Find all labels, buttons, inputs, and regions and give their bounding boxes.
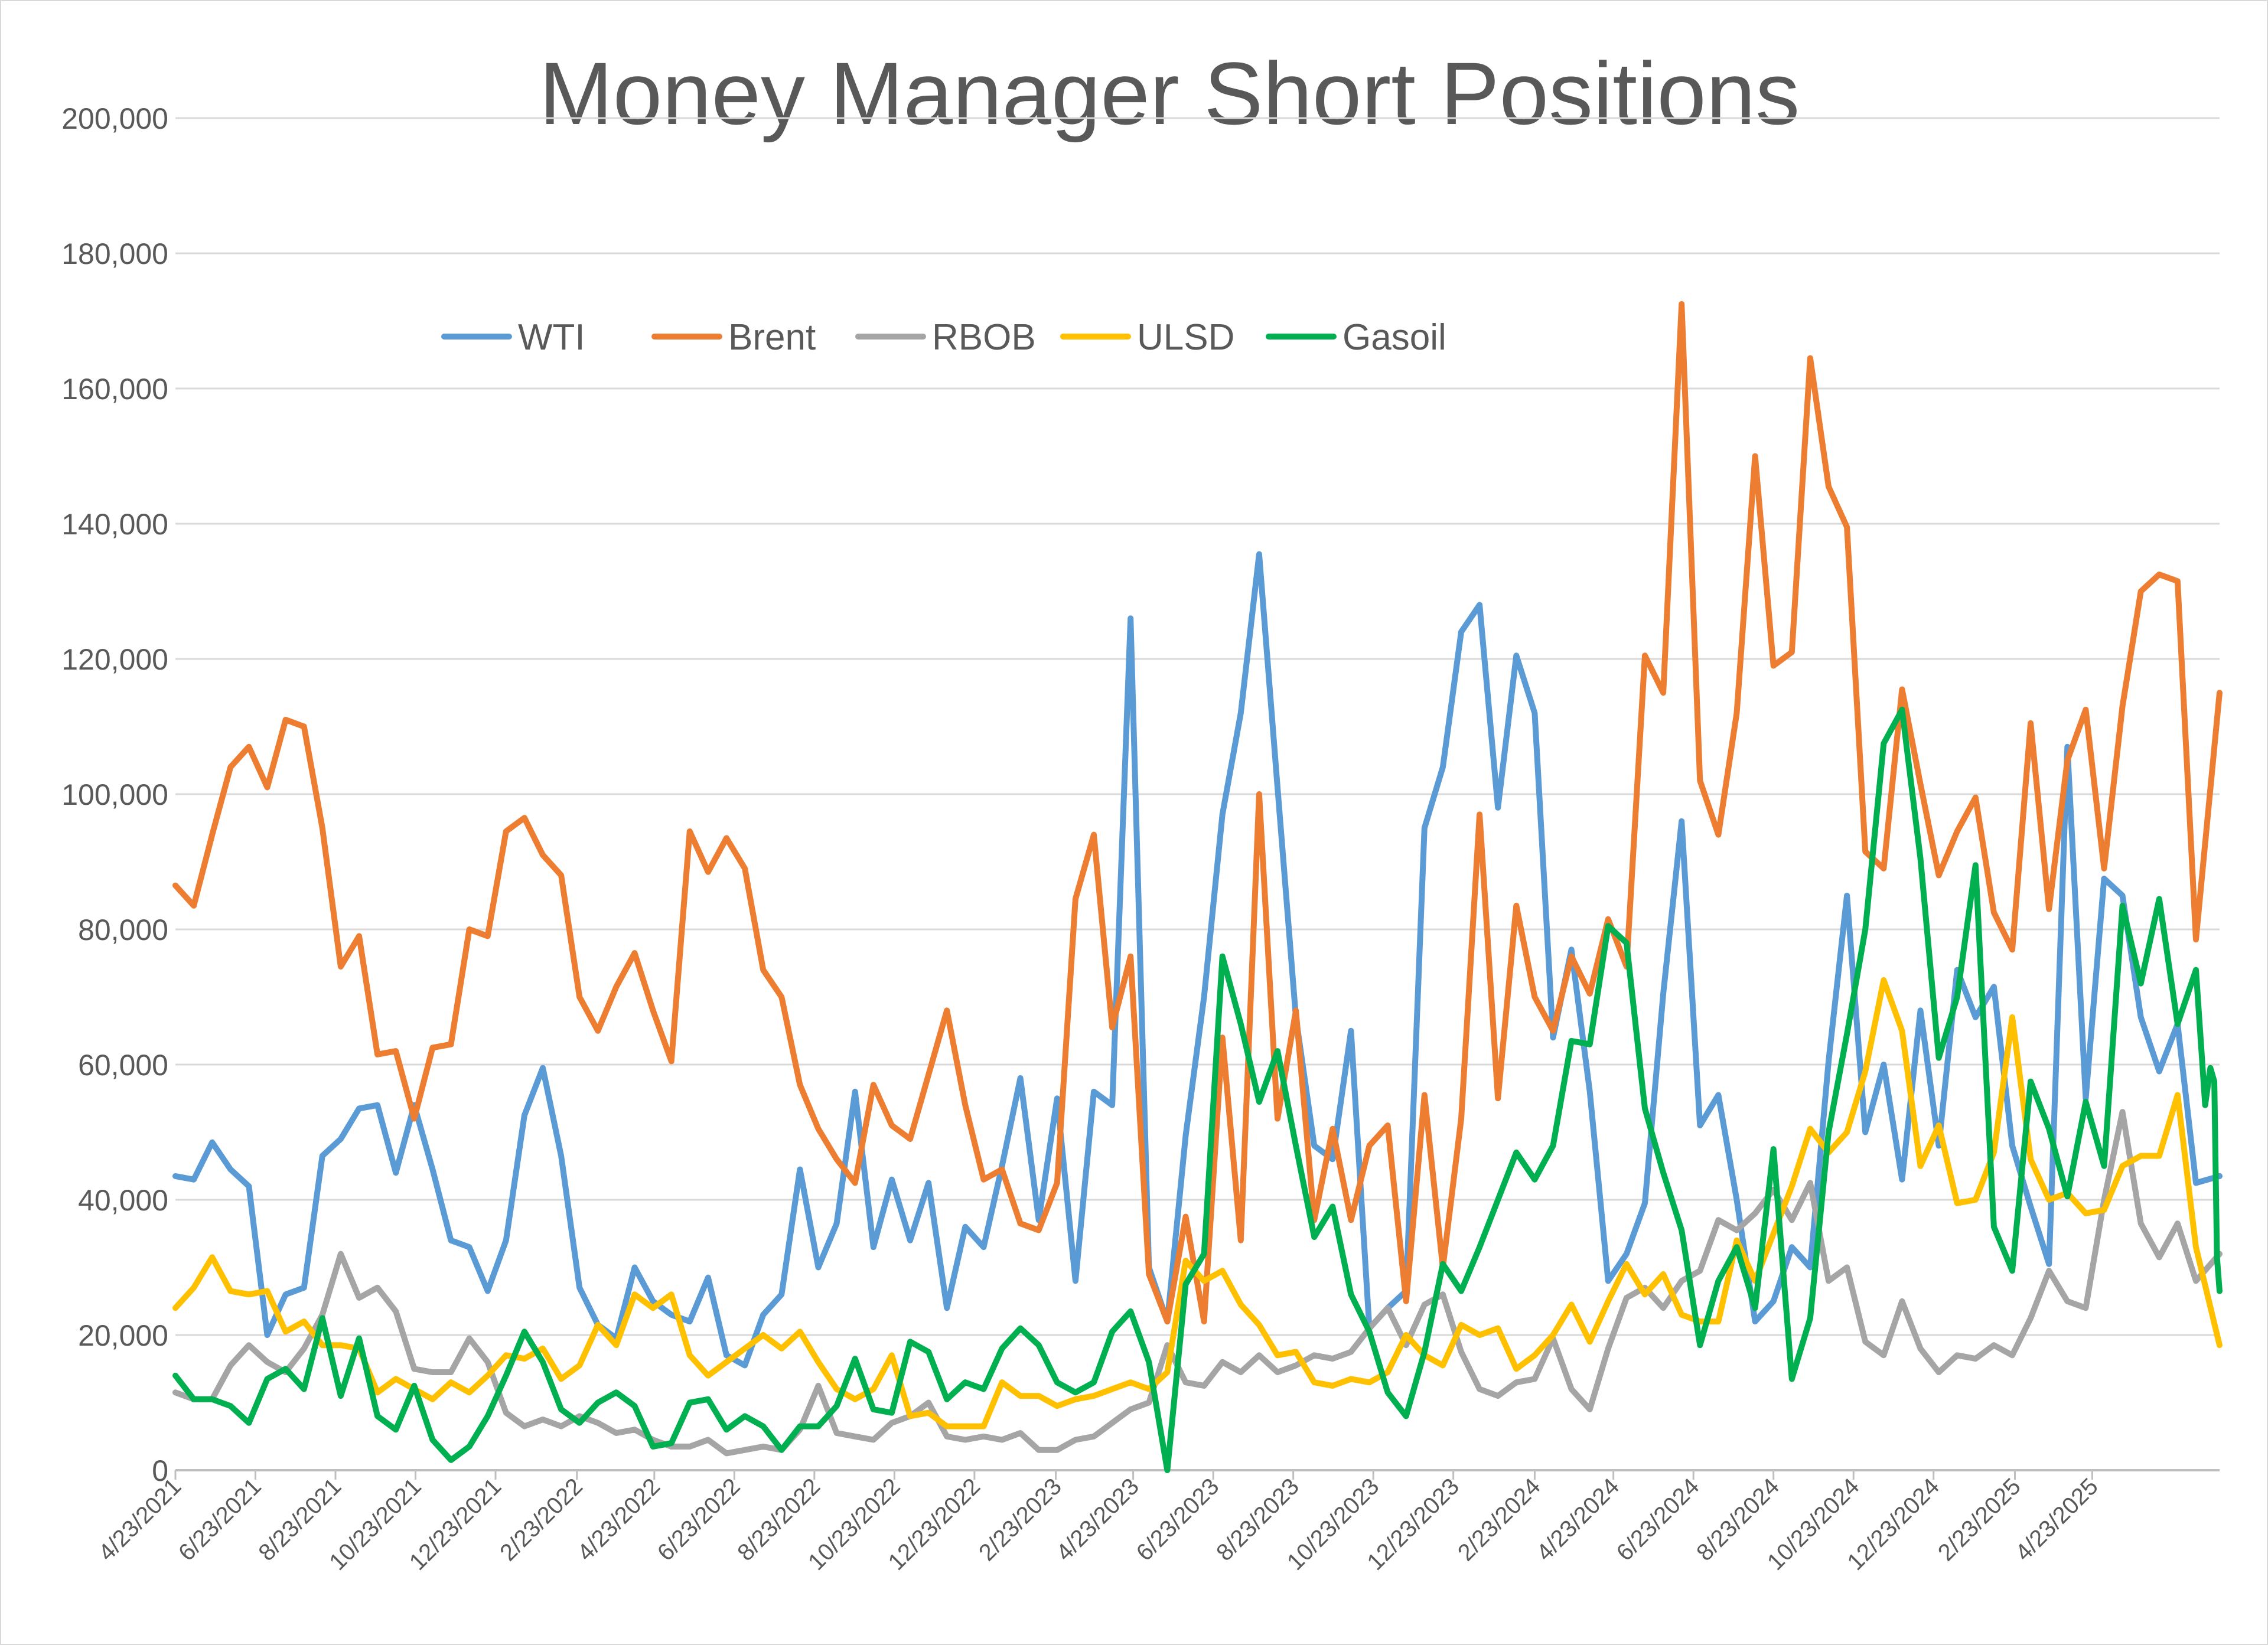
y-tick-label: 180,000: [61, 237, 168, 270]
y-tick-label: 120,000: [61, 643, 168, 676]
y-tick-label: 100,000: [61, 778, 168, 811]
legend-label-rbob: RBOB: [932, 317, 1036, 358]
y-tick-label: 200,000: [61, 102, 168, 135]
series-line-gasoil: [172, 706, 2223, 1473]
y-tick-label: 140,000: [61, 508, 168, 541]
legend-label-ulsd: ULSD: [1137, 317, 1234, 358]
legend: WTI Brent RBOB ULSD Gasoil: [441, 317, 1446, 358]
y-tick-label: 80,000: [78, 913, 168, 946]
legend-label-gasoil: Gasoil: [1342, 317, 1446, 358]
y-tick-label: 60,000: [78, 1049, 168, 1082]
y-tick-label: 20,000: [78, 1319, 168, 1352]
y-axis-tick-labels: 0 20,000 40,000 60,000 80,000 100,000 120,000 1…: [61, 102, 168, 1487]
legend-label-wti: WTI: [518, 317, 585, 358]
y-tick-label: 160,000: [61, 373, 168, 406]
series-lines: [172, 301, 2223, 1473]
chart-title: Money Manager Short Positions: [539, 44, 1800, 143]
legend-label-brent: Brent: [728, 317, 816, 358]
series-line-wti: [172, 551, 2223, 1369]
y-tick-label: 40,000: [78, 1184, 168, 1217]
series-line-rbob: [172, 1109, 2223, 1457]
y-tick-label: 0: [152, 1454, 168, 1487]
